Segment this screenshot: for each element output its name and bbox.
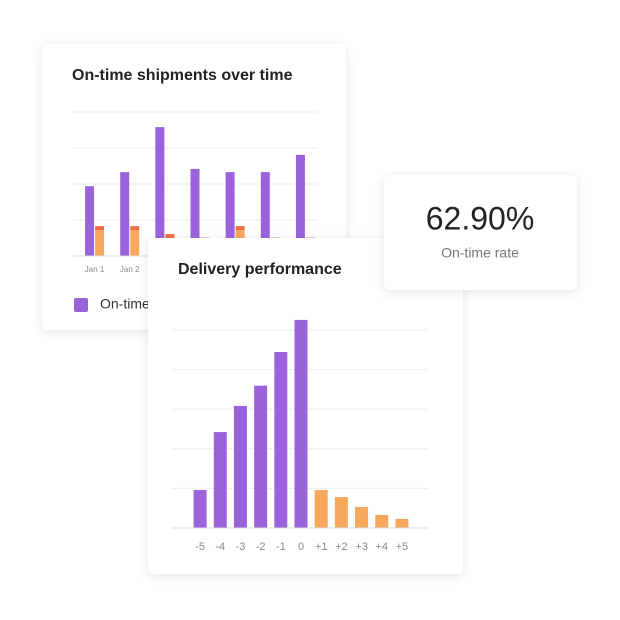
x-tick-label: +2 bbox=[335, 541, 348, 553]
x-tick-label: -2 bbox=[256, 541, 266, 553]
x-tick-label: -4 bbox=[215, 541, 225, 553]
bar bbox=[375, 514, 389, 528]
kpi-card: 62.90% On-time rate bbox=[384, 175, 577, 290]
card-bg bbox=[384, 175, 577, 290]
bar bbox=[233, 405, 247, 528]
plot: -5 -4 -3 -2 -1 0 +1 +2 +3 +4 +5 bbox=[172, 319, 428, 553]
x-tick-label: +5 bbox=[396, 541, 409, 553]
bar bbox=[355, 506, 369, 528]
bar bbox=[334, 497, 348, 528]
legend-swatch bbox=[74, 298, 88, 312]
x-tick-label: +4 bbox=[375, 541, 388, 553]
bar bbox=[85, 186, 95, 256]
kpi-label: On-time rate bbox=[441, 245, 519, 261]
bar bbox=[190, 168, 200, 256]
bar-segment bbox=[235, 226, 245, 231]
x-tick-label: +3 bbox=[355, 541, 368, 553]
bar bbox=[295, 154, 305, 256]
bar-segment bbox=[165, 234, 175, 238]
bar-segment bbox=[95, 230, 105, 256]
x-tick-label: -1 bbox=[276, 541, 286, 553]
bar bbox=[193, 489, 207, 528]
bar bbox=[294, 319, 308, 528]
bar bbox=[155, 127, 165, 257]
bar bbox=[274, 352, 288, 528]
bar bbox=[225, 172, 235, 256]
bar bbox=[395, 518, 409, 528]
bar bbox=[213, 432, 227, 528]
x-tick-label: Jan 1 bbox=[85, 265, 105, 274]
bar bbox=[314, 489, 328, 528]
x-tick-label: -3 bbox=[236, 541, 246, 553]
legend-label: On-time bbox=[100, 296, 150, 312]
card: Delivery performance -5 -4 -3 -2 -1 0 +1 +2 +3 +4… bbox=[148, 238, 463, 574]
bar-segment bbox=[130, 230, 140, 256]
chart-title: On-time shipments over time bbox=[72, 67, 293, 84]
x-tick-label: +1 bbox=[315, 541, 328, 553]
bar-segment bbox=[130, 226, 140, 231]
x-tick-label: -5 bbox=[195, 541, 205, 553]
x-tick-label: Jan 2 bbox=[120, 265, 140, 274]
x-tick-label: 0 bbox=[298, 541, 304, 553]
bar bbox=[254, 385, 268, 528]
bar bbox=[260, 172, 270, 256]
kpi-value: 62.90% bbox=[426, 200, 535, 236]
chart-title: Delivery performance bbox=[178, 261, 342, 278]
bar-segment bbox=[95, 226, 105, 231]
bar bbox=[120, 172, 130, 256]
